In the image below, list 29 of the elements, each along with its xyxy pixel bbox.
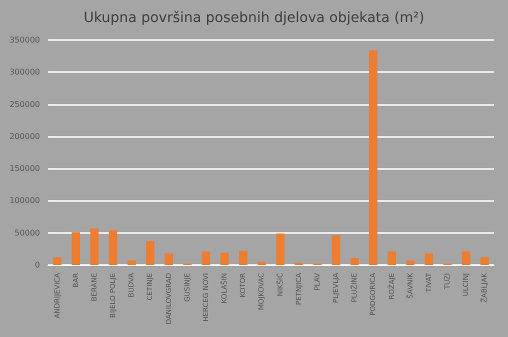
- bar: [276, 234, 284, 265]
- bar: [53, 257, 62, 265]
- y-tick-label: 0: [34, 260, 40, 270]
- bar: [388, 252, 396, 265]
- bar: [108, 230, 118, 265]
- bar: [238, 250, 248, 265]
- y-tick-label: 100000: [9, 196, 40, 206]
- bar: [72, 232, 80, 265]
- bar: [258, 262, 266, 265]
- y-tick-label: 350000: [9, 36, 40, 44]
- bar: [424, 253, 434, 265]
- y-tick-label: 250000: [9, 100, 40, 109]
- bar: [462, 252, 470, 265]
- bar: [332, 235, 340, 265]
- bar: [146, 241, 154, 265]
- bar: [164, 253, 173, 265]
- y-tick-label: 50000: [14, 228, 40, 238]
- chart-title: Ukupna površina posebnih djelova objekata (m²): [84, 10, 424, 26]
- y-tick-label: 200000: [9, 132, 40, 141]
- y-tick-label: 300000: [9, 68, 40, 77]
- bar: [90, 228, 99, 265]
- bar: [406, 260, 415, 265]
- bar: [350, 258, 359, 265]
- bar: [369, 50, 378, 265]
- y-tick-label: 150000: [9, 164, 40, 174]
- bar: [127, 260, 136, 265]
- bar: [480, 257, 489, 265]
- bar: [220, 252, 229, 265]
- bar: [202, 252, 210, 265]
